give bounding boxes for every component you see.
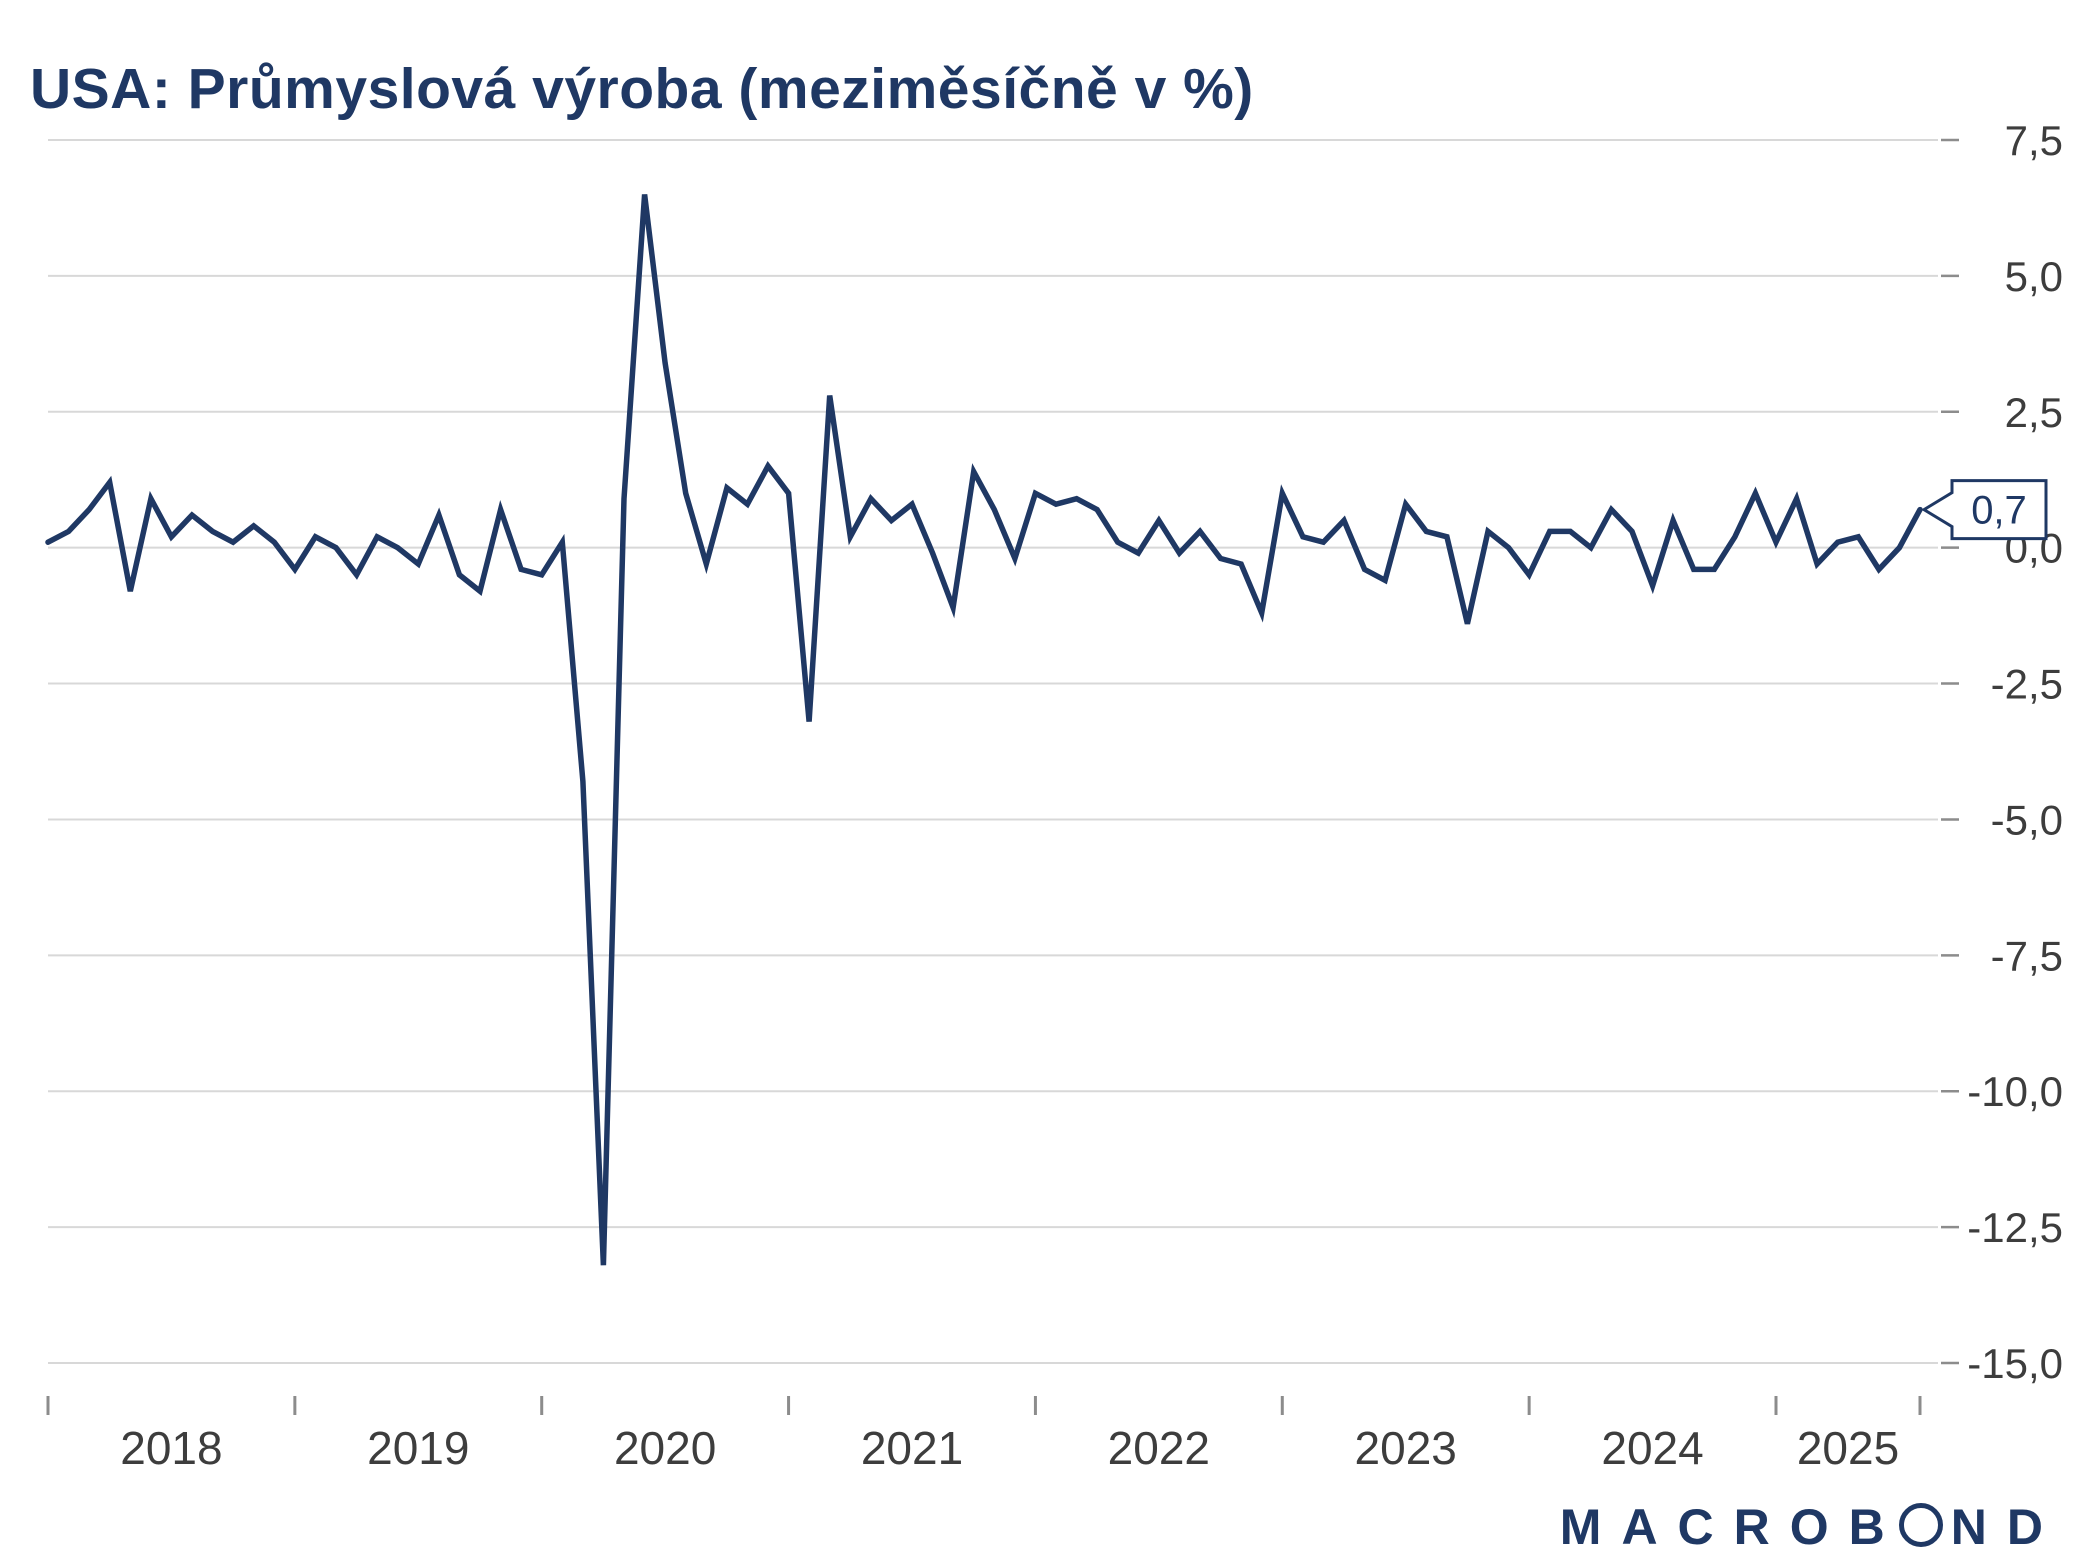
- y-tick-label: 5,0: [2005, 253, 2063, 300]
- y-axis-labels: 7,55,02,50,0-2,5-5,0-7,5-10,0-12,5-15,0: [1967, 117, 2063, 1387]
- y-tick-label: 7,5: [2005, 117, 2063, 164]
- y-tick-label: -2,5: [1991, 661, 2063, 708]
- chart-title: USA: Průmyslová výroba (meziměsíčně v %): [30, 57, 1254, 122]
- x-tick-label: 2021: [861, 1422, 963, 1474]
- x-tick-label: 2019: [367, 1422, 469, 1474]
- x-tick-label: 2023: [1355, 1422, 1457, 1474]
- macrobond-logo: MACROB ND: [1560, 1502, 2063, 1552]
- y-tick-label: -12,5: [1967, 1204, 2063, 1251]
- gridlines: [48, 138, 1959, 1365]
- logo-text-before: MACROB: [1559, 1499, 1905, 1555]
- y-tick-label: -10,0: [1967, 1068, 2063, 1115]
- x-axis-labels: 2018 2019 2020 2021 2022 2023 2024 2025: [46, 1396, 1922, 1474]
- last-value-callout: 0,7: [1921, 479, 2048, 541]
- x-tick-label: 2025: [1797, 1422, 1899, 1474]
- y-tick-label: -15,0: [1967, 1340, 2063, 1387]
- series-line: [45, 194, 1923, 1266]
- logo-o-ring-icon: [1898, 1503, 1943, 1547]
- y-tick-label: -5,0: [1991, 796, 2063, 843]
- y-tick-label: -7,5: [1991, 932, 2063, 979]
- logo-text-after: ND: [1950, 1499, 2063, 1555]
- y-tick-label: 2,5: [2005, 389, 2063, 436]
- x-tick-label: 2024: [1601, 1422, 1703, 1474]
- x-tick-label: 2018: [120, 1422, 222, 1474]
- x-tick-label: 2022: [1108, 1422, 1210, 1474]
- last-value-label: 0,7: [1971, 489, 2027, 533]
- x-tick-label: 2020: [614, 1422, 716, 1474]
